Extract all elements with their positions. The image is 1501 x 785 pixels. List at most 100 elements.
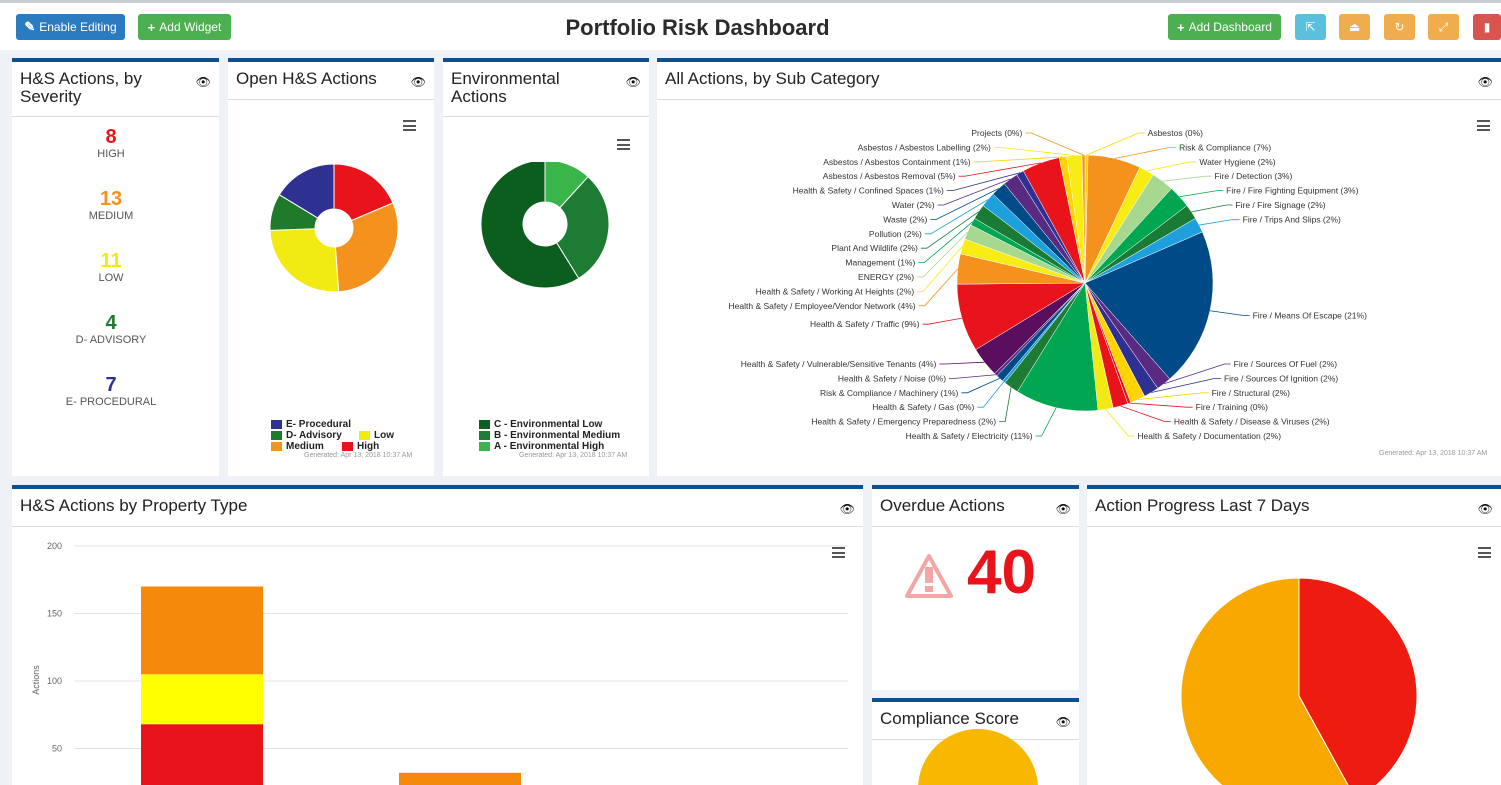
bar-segment[interactable]	[399, 772, 521, 785]
severity-label: HIGH	[97, 148, 125, 160]
severity-item[interactable]: 11 LOW	[12, 250, 210, 284]
panel-title: All Actions, by Sub Category	[665, 69, 880, 88]
severity-item[interactable]: 7 E- PROCEDURAL	[12, 374, 210, 408]
warning-icon	[905, 554, 953, 598]
eye-icon[interactable]: 👁	[1477, 75, 1493, 89]
edit-icon: ✎	[24, 19, 36, 34]
connector-line	[999, 387, 1012, 422]
slice-label: Projects (0%)	[971, 128, 1022, 138]
severity-item[interactable]: 8 HIGH	[12, 126, 210, 160]
bar-segment[interactable]	[141, 724, 263, 785]
fullscreen-button[interactable]: ⤢	[1428, 14, 1459, 40]
slice-label: Pollution (2%)	[869, 229, 922, 239]
legend-item[interactable]: High	[342, 441, 379, 452]
panel-header: Open H&S Actions 👁	[228, 62, 434, 100]
severity-count: 7	[105, 374, 117, 396]
menu-icon[interactable]	[832, 547, 845, 558]
pie-slice[interactable]	[1298, 577, 1418, 785]
pie-slice[interactable]	[333, 163, 394, 222]
menu-icon[interactable]	[403, 120, 416, 131]
pie-slice[interactable]	[1017, 282, 1099, 412]
legend-item[interactable]: Low	[359, 430, 394, 441]
delete-button[interactable]: ▮	[1473, 14, 1501, 40]
y-axis-label: Actions	[31, 665, 41, 695]
connector-line	[924, 199, 989, 235]
severity-count: 13	[99, 188, 123, 210]
slice-label: Health & Safety / Vulnerable/Sensitive T…	[741, 359, 937, 369]
menu-icon[interactable]	[1478, 547, 1491, 558]
generated-timestamp: Generated: Apr 13, 2018 10:37 AM	[304, 452, 413, 459]
connector-line	[1179, 190, 1224, 198]
refresh-button[interactable]: ↻	[1384, 14, 1415, 40]
legend-item[interactable]: E- Procedural	[271, 419, 351, 430]
trash-icon: ▮	[1483, 20, 1491, 34]
export-button[interactable]: ⏏	[1339, 14, 1370, 40]
slice-label: Plant And Wildlife (2%)	[831, 243, 918, 253]
pie-slice[interactable]	[480, 162, 580, 289]
pie-slice[interactable]	[1084, 231, 1214, 380]
pie-slice[interactable]	[269, 228, 340, 293]
slice-label: Fire / Fire Signage (2%)	[1235, 200, 1325, 210]
add-widget-label: Add Widget	[159, 20, 222, 34]
eye-icon[interactable]: 👁	[410, 75, 426, 89]
pie-slice[interactable]	[555, 175, 610, 280]
enable-editing-button[interactable]: ✎ Enable Editing	[16, 14, 125, 40]
connector-line	[1035, 407, 1057, 437]
legend-label: B - Environmental Medium	[494, 430, 621, 441]
pie-slice[interactable]	[278, 163, 335, 219]
generated-timestamp: Generated: Apr 13, 2018 10:37 AM	[1379, 450, 1488, 457]
connector-line	[977, 381, 1005, 408]
bar-segment[interactable]	[141, 586, 263, 675]
add-widget-button[interactable]: + Add Widget	[138, 14, 231, 40]
legend-item[interactable]: Medium	[271, 441, 324, 452]
property-type-bar-chart: 50 100 150 200 Actions	[31, 541, 848, 785]
connector-line	[918, 221, 973, 264]
severity-item[interactable]: 13 MEDIUM	[12, 188, 210, 222]
eye-icon[interactable]: 👁	[1055, 502, 1071, 516]
connector-line	[993, 147, 1075, 156]
legend-item[interactable]: D- Advisory	[271, 430, 342, 441]
connector-line	[930, 188, 999, 220]
legend-label: D- Advisory	[286, 430, 342, 441]
slice-label: Waste (2%)	[883, 214, 927, 224]
open-hs-panel: Open H&S Actions 👁 E- Procedural D- Advi…	[228, 58, 434, 476]
eye-icon[interactable]: 👁	[1477, 502, 1493, 516]
menu-icon[interactable]	[617, 139, 630, 150]
pie-slice[interactable]	[334, 202, 399, 293]
slice-label: Management (1%)	[845, 258, 915, 268]
legend-item[interactable]: C - Environmental Low	[479, 419, 602, 430]
export-icon: ⏏	[1348, 20, 1361, 34]
share-button[interactable]: ⇱	[1295, 14, 1326, 40]
connector-line	[946, 172, 1021, 192]
eye-icon[interactable]: 👁	[839, 502, 855, 516]
eye-icon[interactable]: 👁	[195, 75, 211, 89]
add-dashboard-button[interactable]: + Add Dashboard	[1168, 14, 1281, 40]
legend-item[interactable]: A - Environmental High	[479, 441, 604, 452]
progress-panel: Action Progress Last 7 Days 👁	[1087, 485, 1501, 785]
connector-line	[1151, 378, 1221, 393]
severity-item[interactable]: 4 D- ADVISORY	[12, 312, 210, 346]
panel-title: Environmental Actions	[451, 69, 560, 106]
slice-label: Risk & Compliance (7%)	[1179, 142, 1271, 152]
eye-icon[interactable]: 👁	[1055, 715, 1071, 729]
generated-timestamp: Generated: Apr 13, 2018 10:37 AM	[519, 452, 628, 459]
slice-label: ENERGY (2%)	[858, 272, 914, 282]
slice-label: Fire / Means Of Escape (21%)	[1253, 311, 1367, 321]
legend-item[interactable]: B - Environmental Medium	[479, 430, 620, 441]
connector-line	[1199, 219, 1240, 226]
pie-slice[interactable]	[1180, 577, 1356, 785]
connector-line	[1114, 147, 1177, 159]
progress-pie-chart	[1180, 577, 1418, 785]
eye-icon[interactable]: 👁	[625, 75, 641, 89]
panel-header: Environmental Actions 👁	[443, 62, 649, 117]
legend-label: C - Environmental Low	[494, 419, 603, 430]
slice-label: Water Hygiene (2%)	[1199, 157, 1275, 167]
menu-icon[interactable]	[1477, 120, 1490, 131]
connector-line	[920, 211, 979, 249]
severity-count: 11	[100, 250, 122, 272]
slice-label: Fire / Structural (2%)	[1212, 388, 1291, 398]
severity-label: E- PROCEDURAL	[65, 396, 157, 408]
connector-line	[1162, 175, 1212, 182]
legend-swatch	[271, 420, 282, 429]
bar-segment[interactable]	[141, 674, 263, 725]
